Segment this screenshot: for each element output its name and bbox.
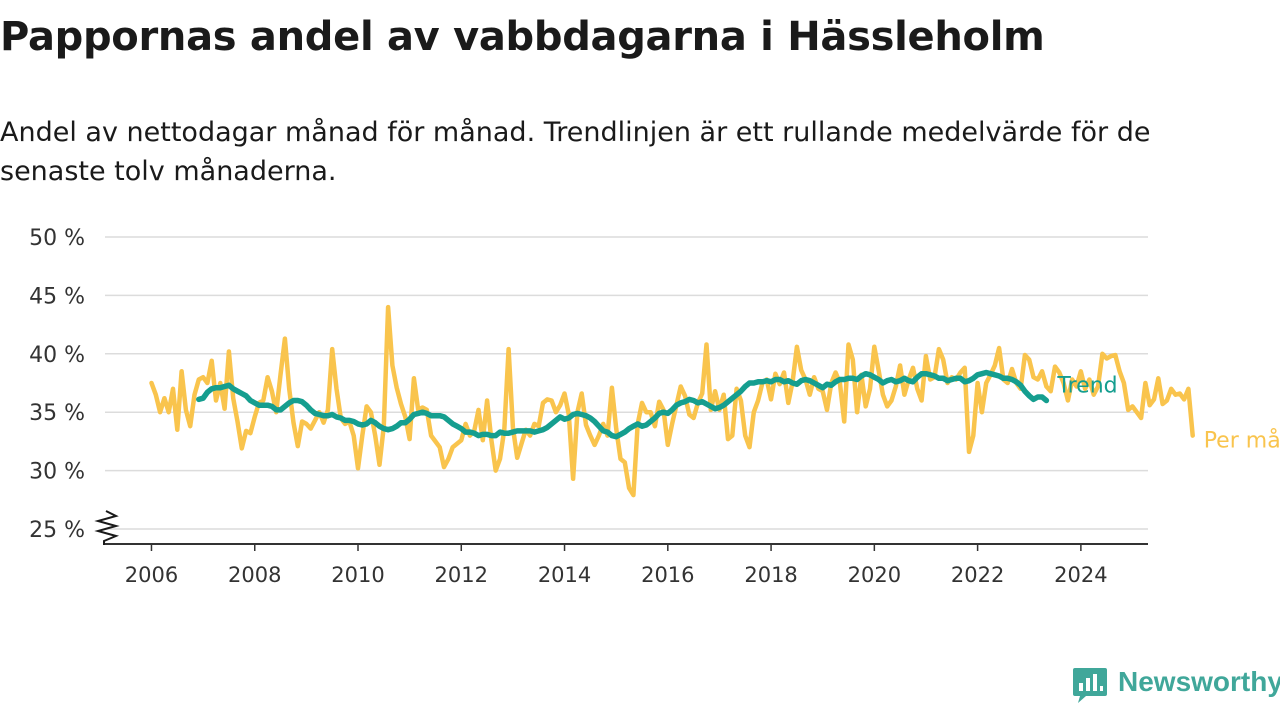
y-tick-label: 30 % <box>29 460 85 485</box>
x-tick-label: 2022 <box>951 563 1004 587</box>
chart-title: Pappornas andel av vabbdagarna i Hässleh… <box>0 14 1045 60</box>
y-axis-break-zigzag <box>94 510 120 545</box>
series-label-monthly: Per månad <box>1204 428 1280 454</box>
series-label-trend: Trend <box>1056 374 1117 399</box>
series-lines <box>149 304 1195 498</box>
y-tick-label: 35 % <box>29 401 85 426</box>
y-tick-label: 40 % <box>29 343 85 368</box>
x-tick-label: 2024 <box>1054 563 1107 587</box>
x-tick-label: 2020 <box>848 563 901 587</box>
x-tick-label: 2006 <box>125 563 178 587</box>
x-tick-label: 2014 <box>538 563 591 587</box>
brand-name: Newsworthy <box>1118 666 1280 697</box>
chart-subtitle: Andel av nettodagar månad för månad. Tre… <box>0 117 1151 187</box>
y-axis-tick-labels: 25 % 30 % 35 % 40 % 45 % 50 % <box>29 226 85 543</box>
y-tick-label: 25 % <box>29 518 85 543</box>
series-line-monthly <box>149 304 1195 498</box>
x-axis: 2006 2008 2010 2012 2014 2016 2018 2020 2022 2024 <box>105 543 1148 587</box>
axis-break-icon <box>94 510 120 545</box>
series-line-trend <box>196 369 1050 440</box>
newsworthy-logo-icon <box>1073 668 1107 703</box>
series-labels: Per månad Trend <box>1056 374 1280 454</box>
x-tick-label: 2012 <box>435 563 488 587</box>
y-tick-label: 45 % <box>29 284 85 309</box>
x-tick-label: 2016 <box>641 563 694 587</box>
y-tick-label: 50 % <box>29 226 85 251</box>
x-tick-label: 2018 <box>744 563 797 587</box>
x-tick-label: 2008 <box>228 563 281 587</box>
x-tick-label: 2010 <box>331 563 384 587</box>
